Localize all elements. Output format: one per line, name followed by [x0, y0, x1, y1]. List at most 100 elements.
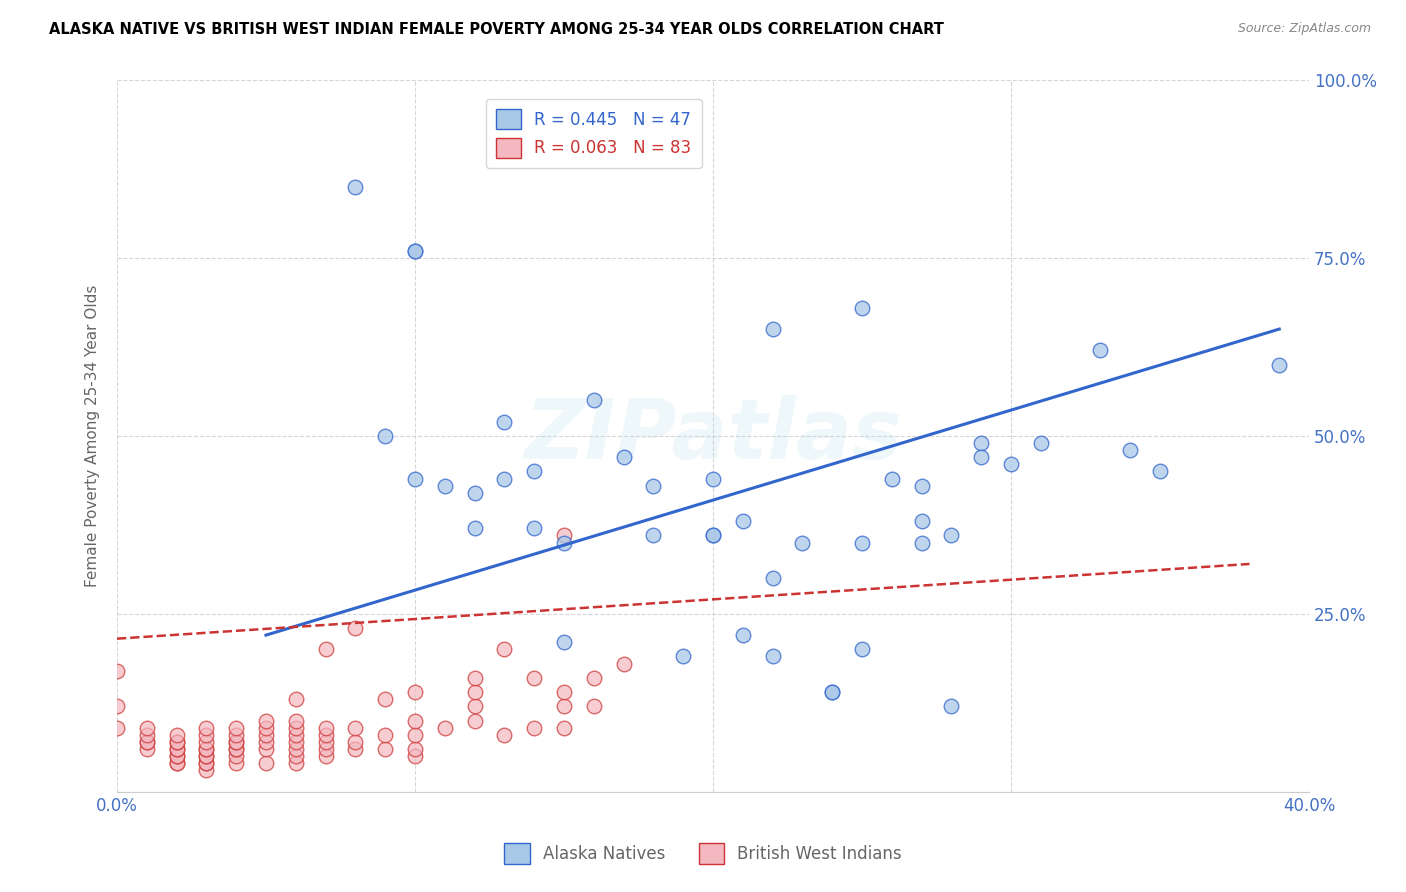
Point: [762, 649, 785, 664]
Point: [166, 735, 188, 749]
Point: [284, 749, 307, 764]
Point: [135, 735, 157, 749]
Point: [553, 685, 575, 699]
Point: [195, 764, 218, 778]
Point: [225, 742, 247, 756]
Point: [702, 528, 724, 542]
Point: [970, 450, 993, 465]
Point: [195, 735, 218, 749]
Legend: R = 0.445   N = 47, R = 0.063   N = 83: R = 0.445 N = 47, R = 0.063 N = 83: [486, 99, 702, 168]
Text: ALASKA NATIVE VS BRITISH WEST INDIAN FEMALE POVERTY AMONG 25-34 YEAR OLDS CORREL: ALASKA NATIVE VS BRITISH WEST INDIAN FEM…: [49, 22, 943, 37]
Point: [166, 756, 188, 771]
Point: [553, 535, 575, 549]
Point: [404, 244, 426, 258]
Point: [582, 671, 605, 685]
Point: [643, 478, 665, 492]
Point: [523, 521, 546, 535]
Point: [404, 742, 426, 756]
Y-axis label: Female Poverty Among 25-34 Year Olds: Female Poverty Among 25-34 Year Olds: [86, 285, 100, 587]
Point: [523, 671, 546, 685]
Point: [284, 714, 307, 728]
Point: [911, 478, 934, 492]
Point: [315, 728, 337, 742]
Point: [195, 749, 218, 764]
Point: [702, 528, 724, 542]
Point: [166, 749, 188, 764]
Point: [166, 756, 188, 771]
Point: [374, 429, 396, 443]
Point: [344, 179, 367, 194]
Point: [195, 756, 218, 771]
Point: [195, 728, 218, 742]
Text: Source: ZipAtlas.com: Source: ZipAtlas.com: [1237, 22, 1371, 36]
Point: [464, 685, 486, 699]
Point: [941, 528, 963, 542]
Point: [851, 535, 873, 549]
Point: [553, 635, 575, 649]
Point: [315, 742, 337, 756]
Point: [166, 735, 188, 749]
Point: [582, 393, 605, 408]
Point: [254, 742, 277, 756]
Point: [374, 742, 396, 756]
Point: [464, 521, 486, 535]
Point: [225, 721, 247, 735]
Point: [731, 628, 754, 642]
Point: [1090, 343, 1112, 358]
Point: [374, 692, 396, 706]
Point: [851, 301, 873, 315]
Point: [970, 436, 993, 450]
Point: [1149, 465, 1171, 479]
Point: [195, 742, 218, 756]
Point: [553, 528, 575, 542]
Point: [762, 571, 785, 585]
Text: ZIPatlas: ZIPatlas: [524, 395, 903, 476]
Point: [404, 685, 426, 699]
Point: [762, 322, 785, 336]
Point: [941, 699, 963, 714]
Point: [166, 728, 188, 742]
Point: [553, 721, 575, 735]
Point: [284, 742, 307, 756]
Point: [105, 699, 128, 714]
Point: [433, 721, 456, 735]
Point: [911, 535, 934, 549]
Point: [105, 721, 128, 735]
Point: [284, 756, 307, 771]
Point: [344, 621, 367, 635]
Point: [851, 642, 873, 657]
Point: [195, 756, 218, 771]
Point: [821, 685, 844, 699]
Point: [494, 642, 516, 657]
Point: [582, 699, 605, 714]
Point: [404, 749, 426, 764]
Point: [523, 465, 546, 479]
Point: [404, 244, 426, 258]
Point: [523, 721, 546, 735]
Point: [344, 735, 367, 749]
Point: [880, 471, 903, 485]
Point: [225, 756, 247, 771]
Point: [494, 471, 516, 485]
Point: [1000, 458, 1022, 472]
Point: [135, 735, 157, 749]
Point: [315, 642, 337, 657]
Point: [315, 749, 337, 764]
Point: [254, 714, 277, 728]
Point: [135, 721, 157, 735]
Point: [702, 471, 724, 485]
Point: [254, 728, 277, 742]
Point: [135, 728, 157, 742]
Point: [254, 756, 277, 771]
Point: [731, 514, 754, 528]
Point: [404, 471, 426, 485]
Point: [284, 735, 307, 749]
Point: [464, 699, 486, 714]
Point: [643, 528, 665, 542]
Point: [225, 742, 247, 756]
Point: [613, 657, 636, 671]
Point: [911, 514, 934, 528]
Point: [225, 749, 247, 764]
Point: [672, 649, 695, 664]
Point: [613, 450, 636, 465]
